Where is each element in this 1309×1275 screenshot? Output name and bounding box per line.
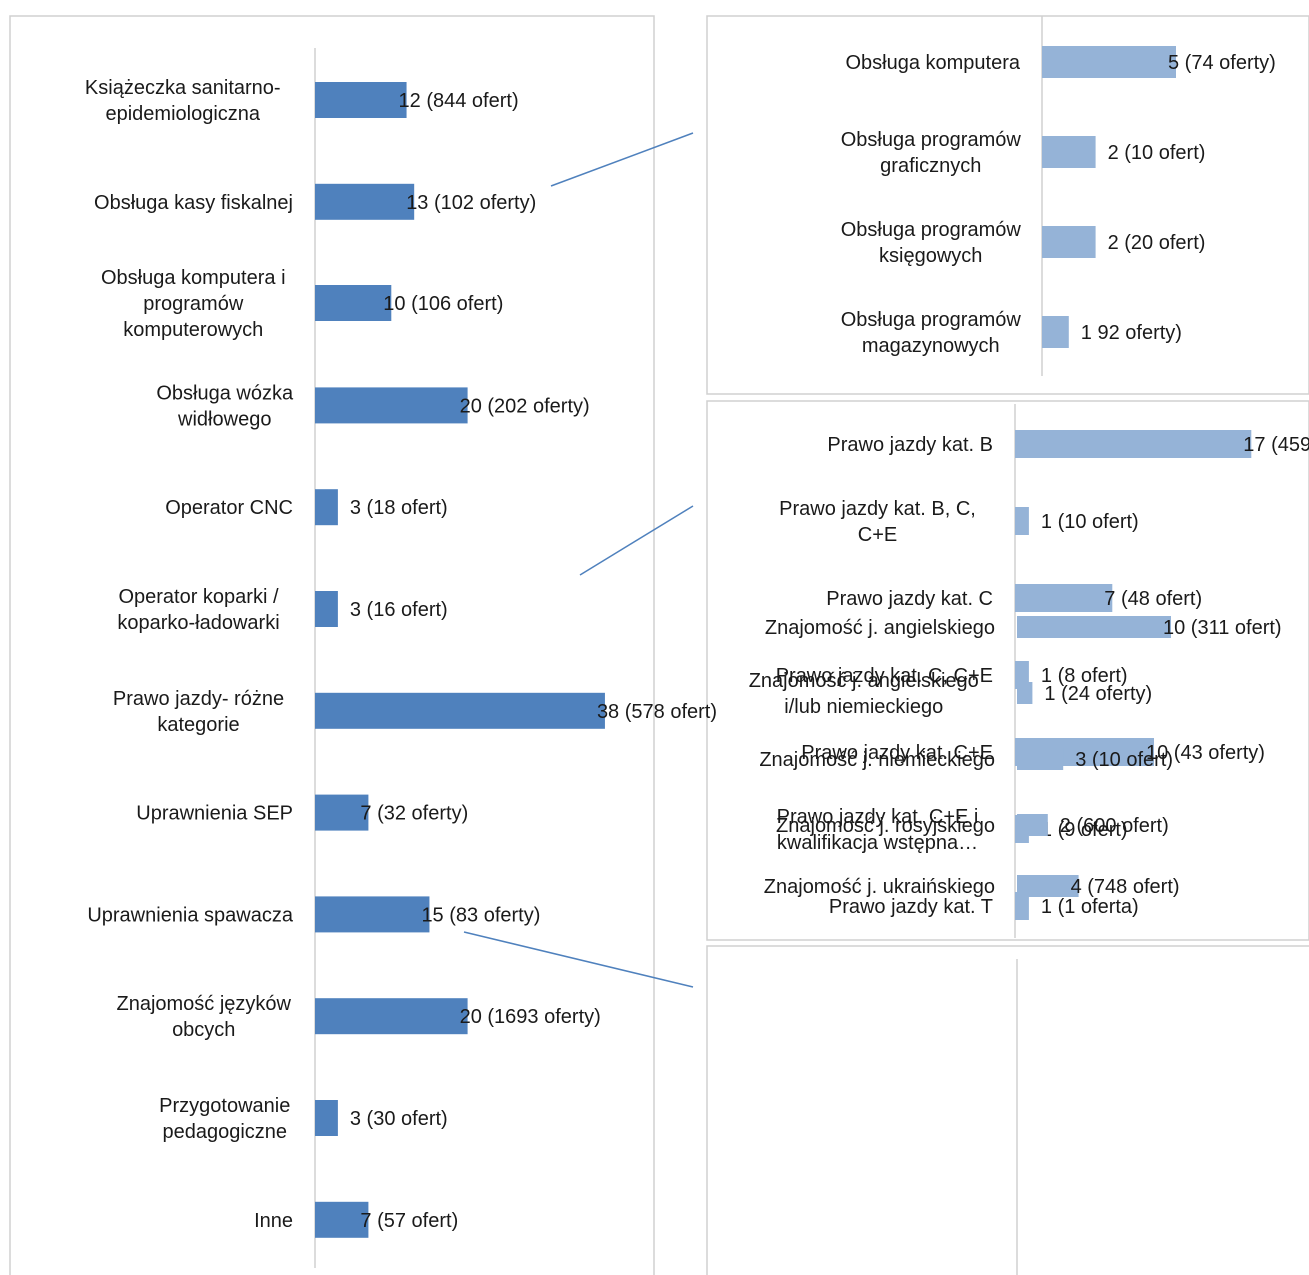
data-label: 13 (102 oferty) bbox=[406, 192, 536, 214]
bar bbox=[315, 998, 468, 1035]
bar bbox=[1017, 748, 1064, 770]
chart-panel-main: Książeczka sanitarno-epidemiologiczna 12 … bbox=[85, 48, 717, 1268]
bar bbox=[315, 591, 338, 627]
detail-panel-1-frame bbox=[706, 15, 1309, 395]
category-label: Operator koparki / koparko-ładowarki bbox=[117, 586, 279, 634]
bar bbox=[1015, 892, 1029, 920]
data-label: 2 (600 ofert) bbox=[1060, 815, 1169, 837]
data-label: 1 (10 ofert) bbox=[1041, 511, 1139, 533]
bar bbox=[315, 387, 468, 424]
bar bbox=[315, 1201, 369, 1238]
data-label: 1 92 oferty) bbox=[1081, 322, 1182, 344]
bar bbox=[315, 82, 407, 118]
bar bbox=[1042, 316, 1069, 348]
connector-line-languages bbox=[463, 931, 694, 988]
bar bbox=[315, 183, 415, 220]
category-label: Prawo jazdy kat. B bbox=[827, 434, 993, 456]
data-label: 3 (30 ofert) bbox=[350, 1108, 448, 1130]
data-label: 4 (748 ofert) bbox=[1071, 876, 1180, 898]
bar bbox=[1017, 875, 1079, 897]
data-label: 1 (8 ofert) bbox=[1041, 665, 1128, 687]
category-label: Przygotowanie pedagogiczne bbox=[159, 1095, 290, 1143]
bar bbox=[1042, 226, 1096, 258]
data-label: 10 (311 ofert) bbox=[1163, 617, 1282, 639]
bar bbox=[1015, 430, 1252, 458]
bar bbox=[1042, 136, 1096, 168]
category-label: Prawo jazdy kat. C+E i kwalifikacja wstęp… bbox=[777, 806, 979, 854]
data-label: 1 (24 oferty) bbox=[1044, 683, 1152, 705]
category-label: Znajomość j. niemieckiego bbox=[759, 749, 995, 771]
category-label: Obsługa programów graficznych bbox=[841, 129, 1022, 177]
bar bbox=[1015, 507, 1029, 535]
data-label: 1 (9 ofert) bbox=[1041, 819, 1128, 841]
data-label: 5 (74 oferty) bbox=[1168, 52, 1276, 74]
data-label: 15 (83 oferty) bbox=[421, 904, 540, 926]
bar bbox=[315, 692, 605, 729]
panel-frames bbox=[9, 15, 1309, 1275]
category-label: Znajomość j. angielskiego bbox=[765, 617, 995, 639]
data-label: 2 (20 ofert) bbox=[1108, 232, 1206, 254]
category-label: Obsługa komputera bbox=[845, 52, 1020, 74]
bar bbox=[1042, 46, 1176, 78]
data-label: 3 (18 ofert) bbox=[350, 497, 448, 519]
data-label: 7 (57 ofert) bbox=[360, 1210, 458, 1232]
data-label: 17 (459 ofert) bbox=[1243, 434, 1309, 456]
chart-panel-language: Znajomość j. angielskiego 10 (311 ofert) Z… bbox=[749, 616, 1282, 1275]
detail-panel-2-frame bbox=[706, 400, 1309, 941]
bar bbox=[1017, 814, 1048, 836]
data-label: 1 (1 oferta) bbox=[1041, 896, 1139, 918]
connector-line-driving bbox=[579, 505, 694, 576]
category-label: Prawo jazdy kat. T bbox=[829, 896, 993, 918]
category-label: Obsługa programów księgowych bbox=[841, 219, 1022, 267]
chart-panel-computer: Obsługa komputera 5 (74 oferty) Obsługa pr… bbox=[841, 16, 1276, 376]
category-label: Znajomość j. rosyjskiego bbox=[776, 815, 995, 837]
category-label: Znajomość j. angielskiego i/lub niemiecki… bbox=[749, 670, 979, 718]
category-label: Inne bbox=[254, 1210, 293, 1232]
bar bbox=[315, 285, 392, 321]
category-label: Obsługa komputera i programów komputerowyc… bbox=[101, 267, 286, 341]
bar bbox=[315, 794, 369, 831]
data-label: 3 (10 ofert) bbox=[1075, 749, 1173, 771]
category-label: Obsługa kasy fiskalnej bbox=[94, 192, 293, 214]
data-label: 7 (48 ofert) bbox=[1104, 588, 1202, 610]
category-label: Prawo jazdy kat. C+E bbox=[801, 742, 993, 764]
bar bbox=[315, 896, 430, 933]
category-label: Uprawnienia SEP bbox=[136, 803, 293, 825]
data-label: 3 (16 ofert) bbox=[350, 599, 448, 621]
bar bbox=[1015, 584, 1113, 612]
connector-line-computer bbox=[550, 132, 694, 187]
category-label: Operator CNC bbox=[165, 497, 293, 519]
data-label: 38 (578 ofert) bbox=[597, 701, 717, 723]
data-label: 10 (106 ofert) bbox=[383, 293, 503, 315]
main-panel-frame bbox=[9, 15, 655, 1275]
detail-panel-3-frame bbox=[706, 945, 1309, 1275]
category-label: Obsługa programów magazynowych bbox=[841, 309, 1022, 357]
data-label: 12 (844 ofert) bbox=[399, 90, 519, 112]
connector-lines bbox=[463, 132, 694, 988]
data-label: 10 (43 oferty) bbox=[1146, 742, 1265, 764]
data-label: 20 (1693 oferty) bbox=[460, 1006, 601, 1028]
category-label: Znajomość j. ukraińskiego bbox=[764, 876, 995, 898]
category-label: Znajomość języków obcych bbox=[116, 993, 291, 1041]
bar bbox=[1017, 616, 1171, 638]
data-label: 7 (32 oferty) bbox=[360, 803, 468, 825]
bar bbox=[315, 489, 338, 526]
data-label: 20 (202 oferty) bbox=[460, 395, 590, 417]
category-label: Książeczka sanitarno-epidemiologiczna bbox=[85, 77, 281, 125]
bar bbox=[1017, 682, 1033, 704]
category-label: Obsługa wózka widłowego bbox=[156, 382, 294, 430]
category-label: Uprawnienia spawacza bbox=[87, 904, 294, 926]
category-label: Prawo jazdy kat. B, C, C+E bbox=[779, 498, 976, 546]
category-label: Prawo jazdy- różne kategorie bbox=[113, 688, 284, 736]
category-label: Prawo jazdy kat. C, C+E bbox=[776, 665, 993, 687]
data-label: 2 (10 ofert) bbox=[1108, 142, 1206, 164]
bar bbox=[315, 1100, 338, 1136]
chart-panels: Książeczka sanitarno-epidemiologiczna 12 … bbox=[85, 16, 1309, 1275]
category-label: Prawo jazdy kat. C bbox=[826, 588, 993, 610]
